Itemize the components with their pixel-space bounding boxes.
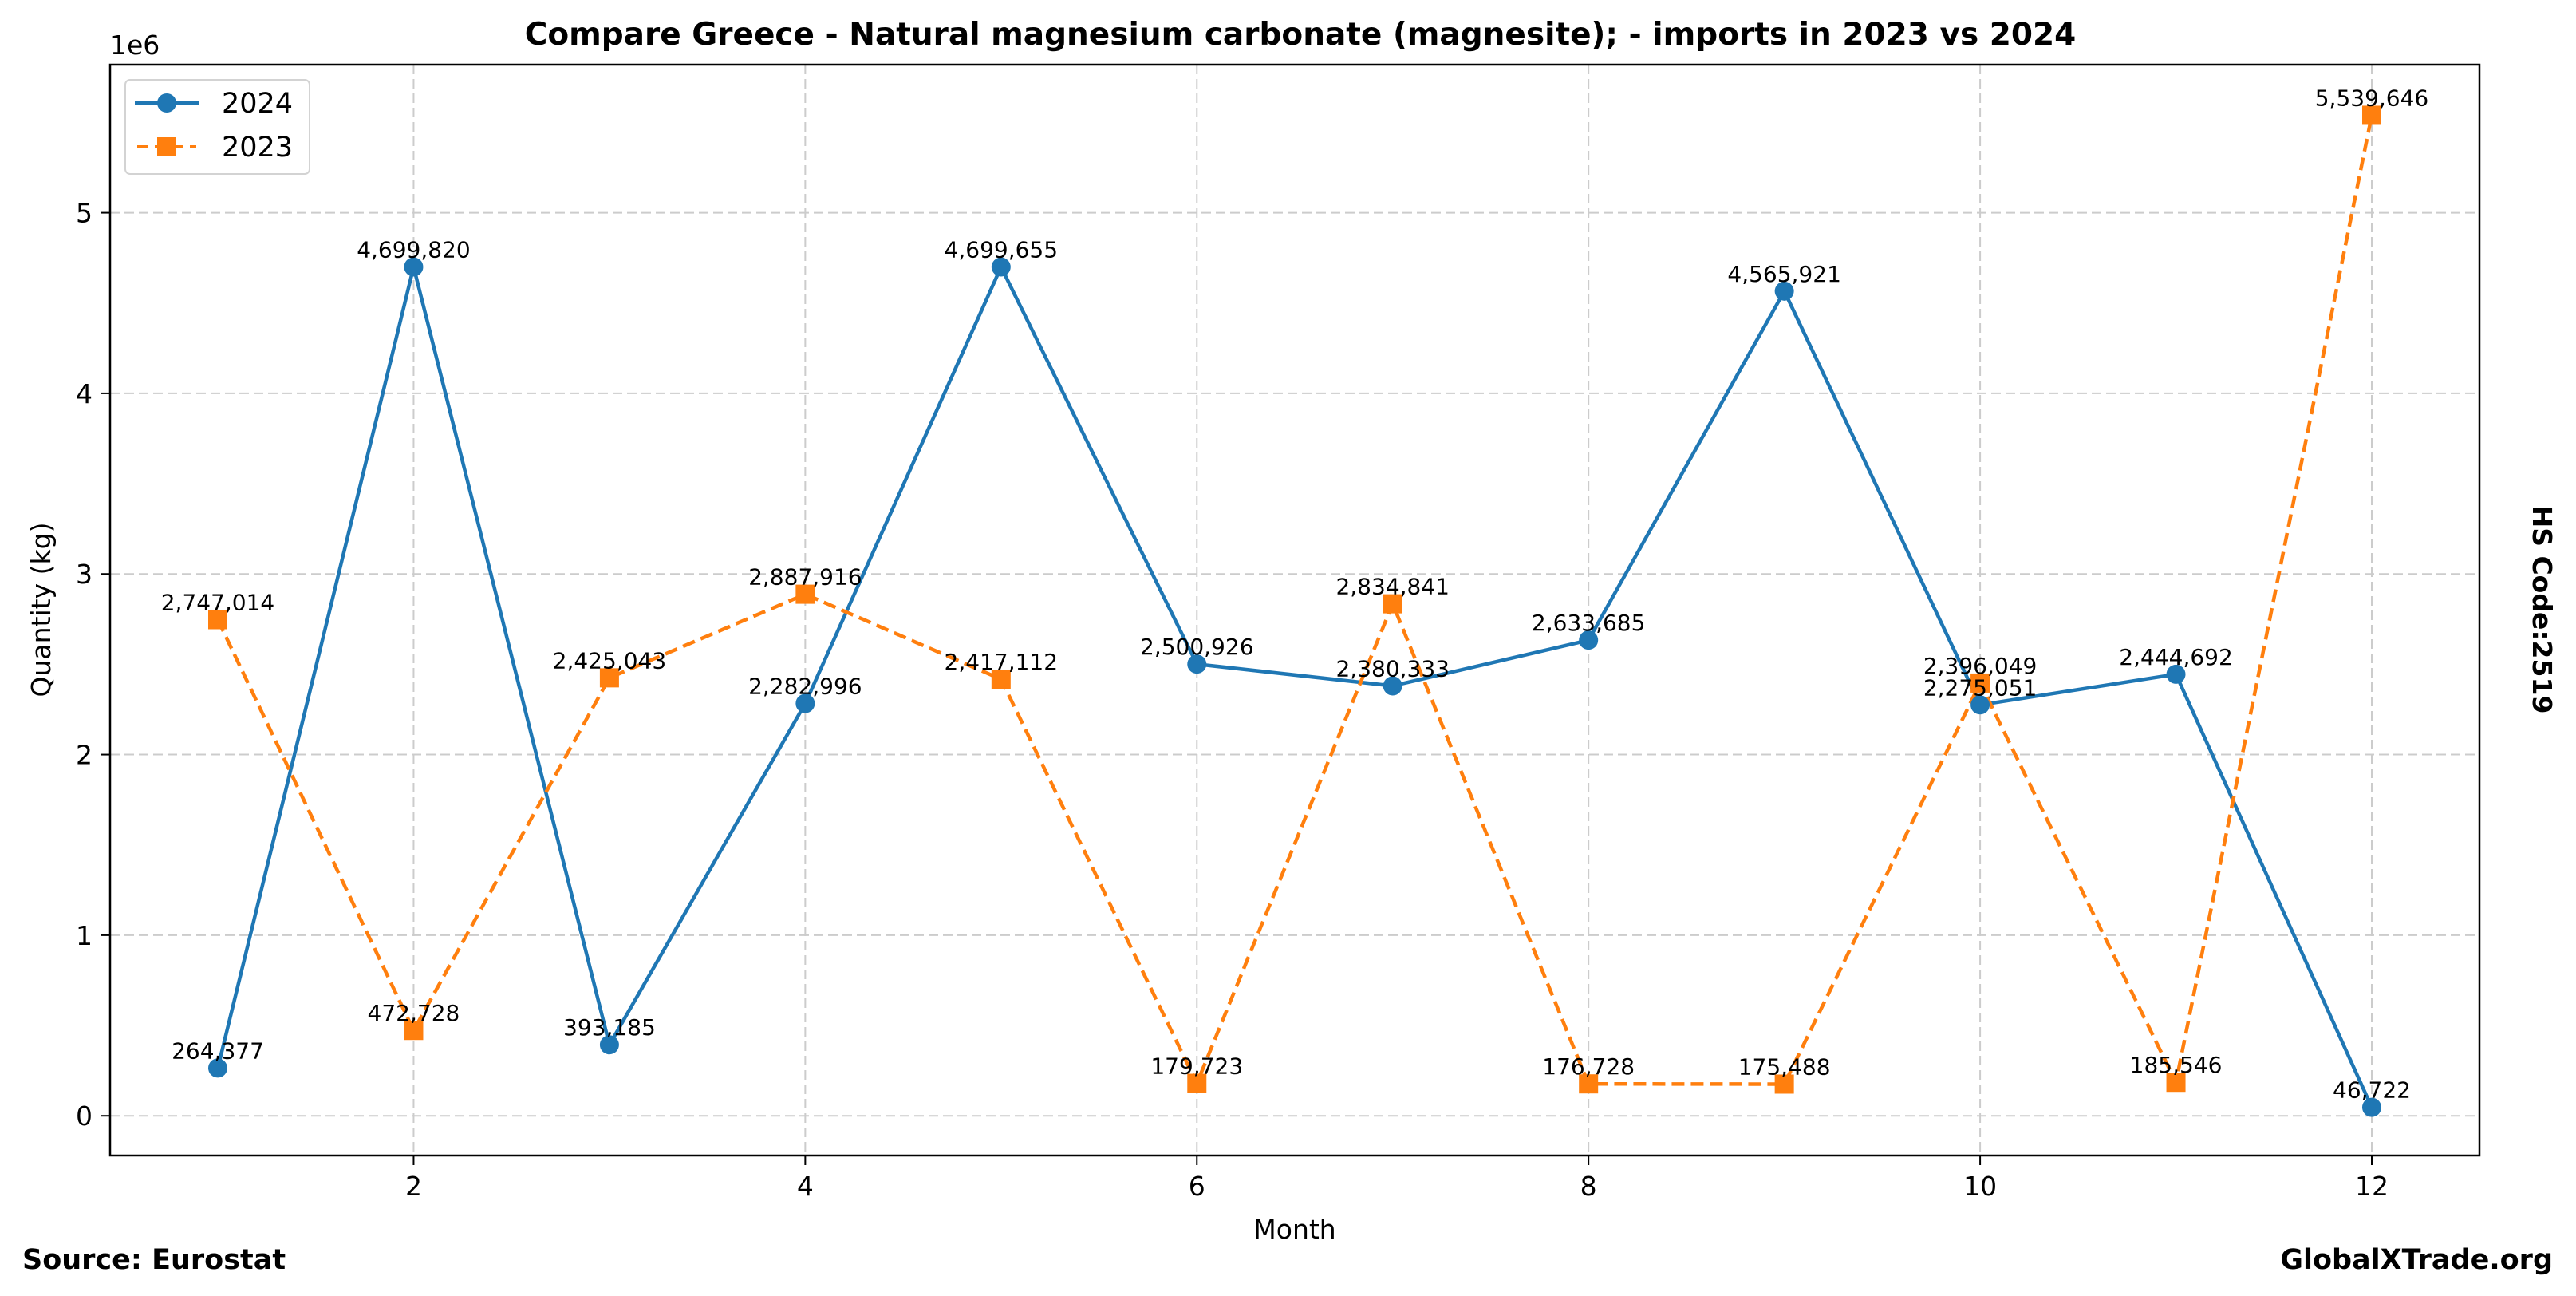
plot-frame (108, 63, 2481, 1157)
legend-item-2024: 2024 (135, 88, 293, 120)
data-point-2023 (795, 584, 815, 604)
data-point-2024 (2166, 664, 2186, 684)
data-label-2023: 2,747,014 (161, 589, 275, 615)
data-point-2023 (1970, 673, 1990, 693)
data-labels: 264,377 4,699,820 393,185 2,282,996 4,699,65… (161, 85, 2429, 1103)
data-label-2023: 2,396,049 (1923, 653, 2038, 679)
data-point-2023 (2362, 105, 2381, 125)
legend-label-2023: 2023 (222, 132, 293, 164)
legend-item-2023: 2023 (137, 132, 293, 164)
y-tick-label: 1 (76, 920, 93, 951)
legend: 2024 2023 (124, 79, 310, 175)
y-axis-label: Quantity (kg) (26, 523, 57, 697)
data-label-2024: 393,185 (563, 1014, 656, 1041)
data-label-2024: 46,722 (2333, 1077, 2411, 1104)
data-label-2023: 176,728 (1542, 1053, 1635, 1080)
data-point-2023 (1187, 1073, 1207, 1093)
legend-marker-2024-icon (157, 93, 176, 113)
data-label-2023: 2,417,112 (945, 649, 1059, 675)
data-label-2023: 2,887,916 (748, 564, 862, 591)
data-point-2024 (1579, 630, 1599, 650)
data-point-2023 (404, 1021, 424, 1041)
data-point-2024 (599, 1035, 619, 1055)
data-label-2024: 4,699,820 (357, 237, 471, 263)
series-group (208, 105, 2381, 1117)
data-point-2023 (991, 670, 1011, 689)
y-offset-label: 1e6 (110, 30, 160, 61)
data-label-2023: 175,488 (1738, 1053, 1831, 1080)
data-label-2023: 472,728 (368, 1000, 460, 1026)
chart-title: Compare Greece - Natural magnesium carbo… (525, 17, 2077, 53)
data-point-2023 (1774, 1074, 1794, 1094)
legend-marker-2023-icon (157, 137, 176, 156)
data-label-2023: 185,546 (2130, 1052, 2223, 1078)
series-line-2024 (215, 265, 2374, 1108)
y-tick-label: 0 (76, 1100, 93, 1132)
data-point-2024 (404, 257, 424, 277)
x-axis-ticks: 2 4 6 8 10 12 (405, 1156, 2389, 1202)
data-label-2024: 2,275,051 (1923, 674, 2038, 701)
x-tick-label: 12 (2355, 1171, 2389, 1202)
y-tick-label: 2 (76, 740, 93, 771)
data-label-2024: 2,282,996 (748, 674, 862, 700)
data-point-2023 (1383, 594, 1402, 614)
data-label-2023: 5,539,646 (2315, 85, 2429, 111)
source-label: Source: Eurostat (22, 1244, 286, 1276)
data-label-2023: 179,723 (1150, 1053, 1243, 1080)
x-tick-label: 6 (1189, 1171, 1205, 1202)
data-point-2024 (208, 1058, 227, 1078)
grid-lines (110, 65, 2479, 1156)
data-point-2024 (1774, 281, 1794, 301)
y-axis-ticks: 0 1 2 3 4 5 (76, 198, 110, 1132)
data-point-2024 (1383, 676, 1402, 696)
data-point-2023 (208, 610, 227, 630)
data-label-2024: 2,500,926 (1140, 634, 1254, 660)
data-point-2024 (1187, 654, 1207, 674)
hs-code-label: HS Code:2519 (2527, 506, 2558, 714)
data-point-2024 (1970, 695, 1990, 715)
x-tick-label: 10 (1963, 1171, 1997, 1202)
data-point-2024 (795, 693, 815, 713)
brand-label: GlobalXTrade.org (2280, 1244, 2553, 1276)
x-tick-label: 8 (1580, 1171, 1597, 1202)
series-line-2023 (215, 115, 2374, 1086)
data-label-2024: 2,633,685 (1532, 610, 1646, 636)
data-label-2024: 264,377 (172, 1037, 264, 1064)
legend-label-2024: 2024 (222, 88, 293, 120)
x-tick-label: 4 (797, 1171, 814, 1202)
y-tick-label: 3 (76, 559, 93, 590)
data-label-2024: 4,565,921 (1727, 261, 1841, 287)
data-point-2023 (2166, 1073, 2186, 1093)
x-axis-label: Month (1253, 1214, 1335, 1245)
data-point-2024 (2362, 1097, 2381, 1117)
data-point-2023 (599, 668, 619, 688)
axes (108, 63, 2481, 1157)
data-label-2023: 2,834,841 (1335, 574, 1450, 600)
data-point-2023 (1579, 1074, 1599, 1094)
data-label-2024: 4,699,655 (945, 237, 1059, 263)
data-point-2024 (991, 257, 1011, 277)
y-tick-label: 5 (76, 198, 93, 229)
x-tick-label: 2 (405, 1171, 422, 1202)
data-label-2024: 2,380,333 (1335, 655, 1450, 682)
data-label-2024: 2,444,692 (2119, 644, 2233, 670)
y-tick-label: 4 (76, 378, 93, 409)
data-label-2023: 2,425,043 (553, 647, 667, 674)
